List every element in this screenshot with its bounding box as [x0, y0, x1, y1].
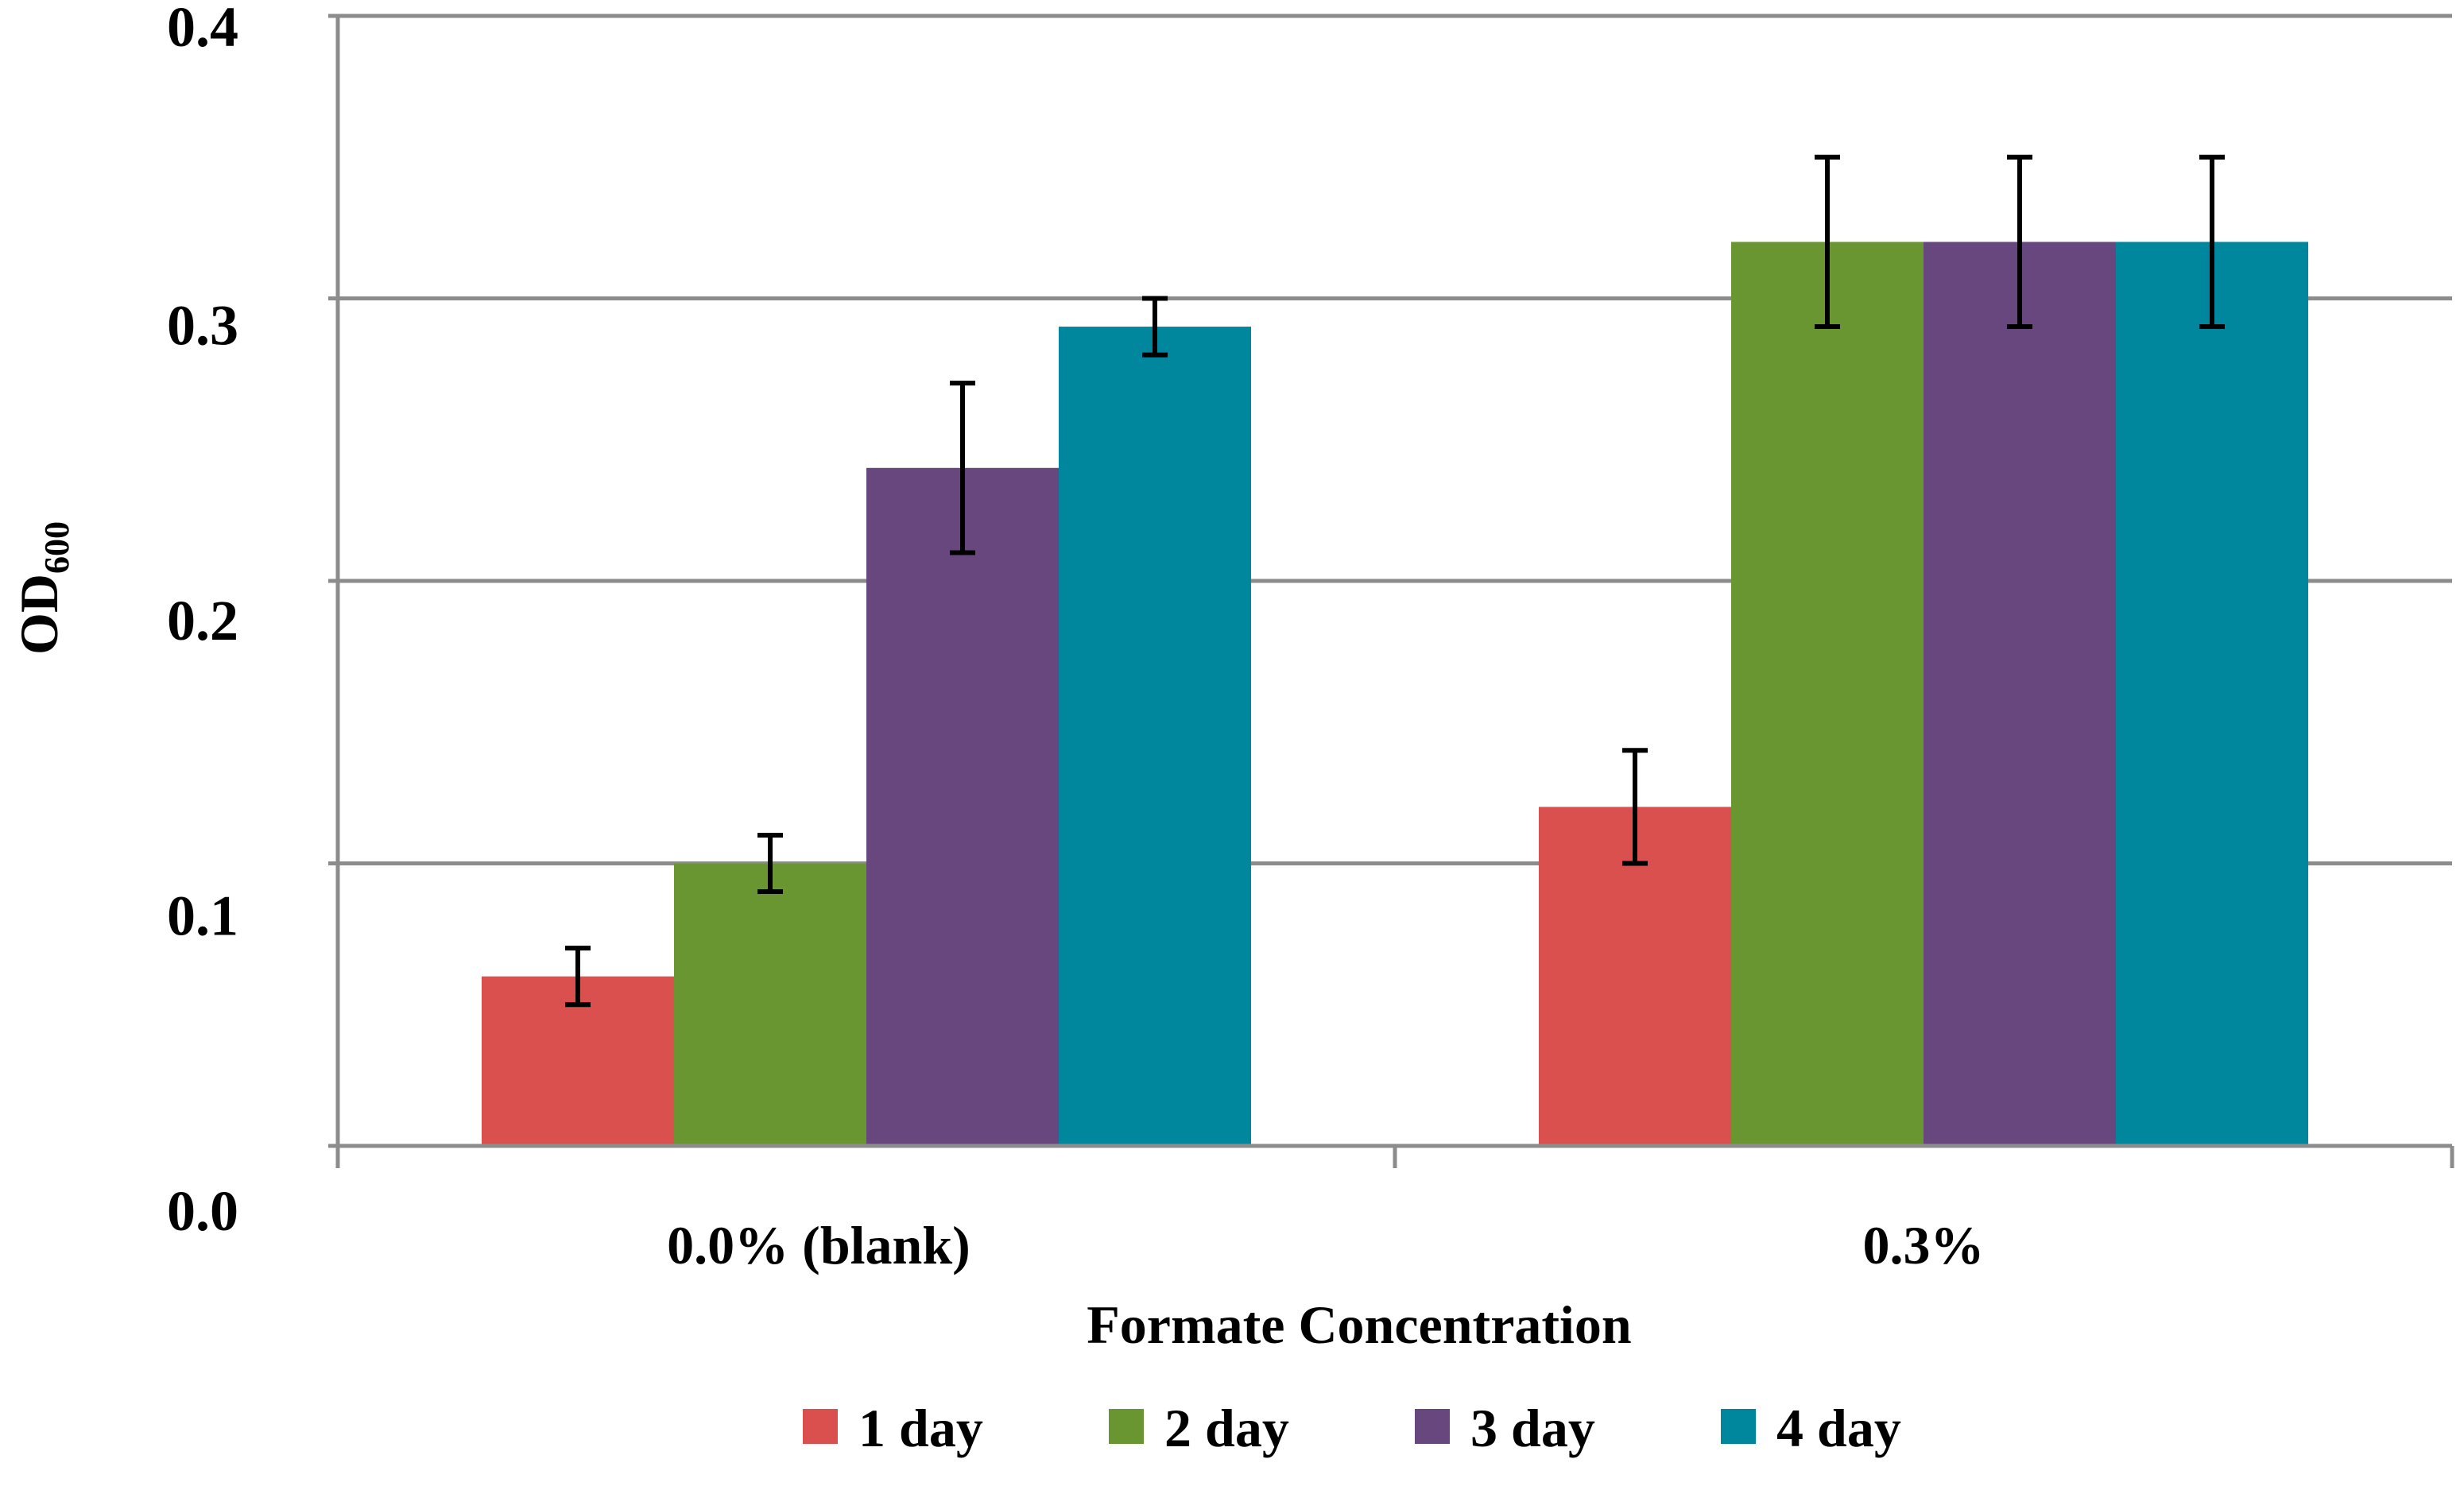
- legend-item-2-day: 2 day: [1109, 1398, 1289, 1458]
- legend-label: 4 day: [1776, 1398, 1901, 1458]
- error-bars: [565, 154, 2225, 1008]
- y-tick-labels: 0.0 0.1 0.2 0.3 0.4: [167, 0, 238, 1243]
- legend-swatch: [1109, 1409, 1144, 1444]
- error-bar: [565, 946, 591, 1008]
- y-tick-label: 0.1: [167, 884, 238, 948]
- legend-label: 3 day: [1470, 1398, 1595, 1458]
- error-bar: [1622, 748, 1648, 866]
- legend-swatch: [1721, 1409, 1756, 1444]
- bar-4-day-0: [1059, 327, 1251, 1146]
- x-category-label: 0.3%: [1863, 1215, 1985, 1275]
- x-category-label: 0.0% (blank): [667, 1215, 970, 1275]
- legend: 1 day 2 day 3 day 4 day: [803, 1398, 1901, 1458]
- y-tick-label: 0.3: [167, 294, 238, 358]
- bar-2-day-0: [674, 863, 866, 1146]
- y-tick-label: 0.0: [167, 1179, 238, 1243]
- y-axis-title-subscript: 600: [37, 521, 76, 574]
- axes: [328, 14, 2454, 1168]
- error-bar: [2007, 154, 2032, 330]
- error-bar: [2199, 154, 2225, 330]
- legend-swatch: [1415, 1409, 1450, 1444]
- bars: [482, 242, 2308, 1146]
- legend-label: 1 day: [858, 1398, 983, 1458]
- legend-label: 2 day: [1164, 1398, 1289, 1458]
- bar-2-day-1: [1731, 242, 1924, 1146]
- bar-4-day-1: [2116, 242, 2308, 1146]
- y-tick-label: 0.4: [167, 0, 238, 59]
- legend-item-1-day: 1 day: [803, 1398, 983, 1458]
- error-bar: [757, 832, 783, 895]
- legend-item-3-day: 3 day: [1415, 1398, 1595, 1458]
- x-axis-title: Formate Concentration: [1087, 1294, 1631, 1355]
- error-bar: [1815, 154, 1840, 330]
- bar-3-day-0: [866, 467, 1059, 1146]
- y-tick-label: 0.2: [167, 589, 238, 652]
- y-axis-title: OD600: [9, 521, 76, 655]
- error-bar: [950, 381, 975, 555]
- legend-swatch: [803, 1409, 838, 1444]
- error-bar: [1142, 296, 1168, 358]
- legend-item-4-day: 4 day: [1721, 1398, 1901, 1458]
- y-axis-title-main: OD: [9, 574, 69, 655]
- bar-3-day-1: [1924, 242, 2116, 1146]
- x-category-labels: 0.0% (blank) 0.3%: [667, 1215, 1984, 1275]
